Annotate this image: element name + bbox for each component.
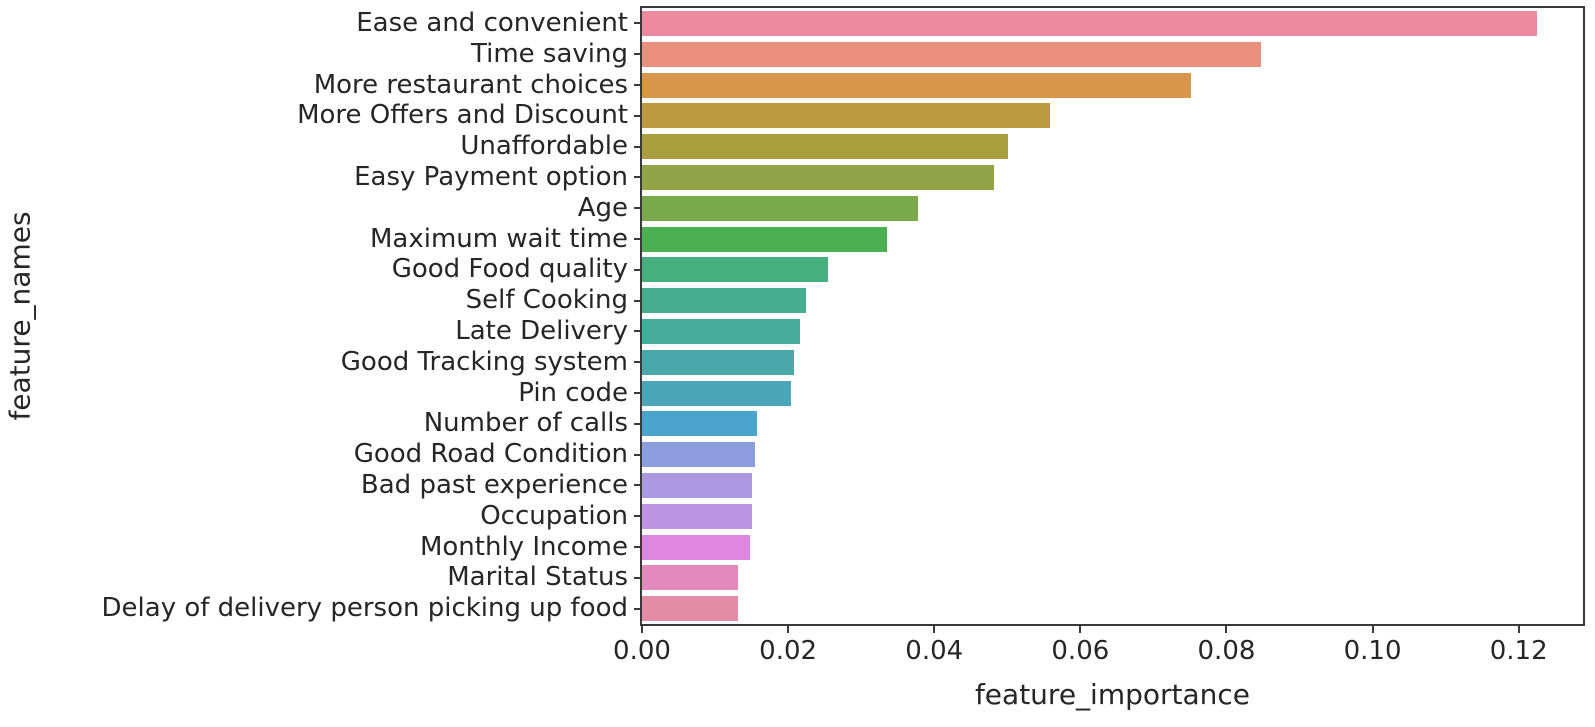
x-tick-label: 0.10 — [1343, 636, 1402, 666]
y-tick-label: Good Tracking system — [340, 346, 628, 377]
y-tick-label: Age — [577, 192, 628, 223]
y-tick-mark — [634, 238, 642, 240]
x-tick-label: 0.06 — [1051, 636, 1110, 666]
y-tick-label: More restaurant choices — [313, 69, 628, 100]
bar — [642, 288, 806, 314]
y-tick-label: Monthly Income — [419, 531, 628, 562]
y-tick-mark — [634, 207, 642, 210]
bar — [642, 349, 794, 375]
y-tick-label: Easy Payment option — [354, 161, 628, 192]
x-tick-mark — [787, 624, 790, 633]
bar — [642, 503, 752, 529]
bar — [642, 411, 758, 437]
y-tick-label: Maximum wait time — [370, 223, 628, 254]
y-tick-mark — [634, 114, 642, 117]
bar — [642, 534, 751, 560]
bar — [642, 72, 1192, 98]
bar — [642, 318, 800, 344]
y-tick-mark — [634, 176, 642, 179]
bar — [642, 472, 753, 498]
x-tick-label: 0.02 — [759, 636, 818, 666]
y-tick-mark — [634, 145, 642, 148]
x-tick-mark — [641, 624, 643, 633]
y-tick-mark — [634, 361, 642, 364]
y-tick-mark — [634, 330, 642, 333]
y-tick-label: Delay of delivery person picking up food — [101, 593, 628, 624]
y-tick-mark — [634, 453, 642, 456]
y-tick-label: Ease and convenient — [356, 7, 628, 38]
y-tick-label: Number of calls — [423, 408, 628, 439]
bar — [642, 41, 1261, 67]
y-tick-mark — [634, 546, 642, 548]
y-tick-mark — [634, 268, 642, 271]
y-tick-mark — [634, 422, 642, 425]
bar — [642, 380, 792, 406]
y-tick-label: Good Road Condition — [353, 439, 628, 470]
y-tick-label: Pin code — [518, 377, 628, 408]
y-tick-mark — [634, 22, 642, 25]
x-tick-label: 0.04 — [905, 636, 964, 666]
y-tick-mark — [634, 484, 642, 487]
y-tick-mark — [634, 392, 642, 394]
x-tick-mark — [1079, 624, 1082, 633]
y-tick-mark — [634, 53, 642, 56]
bar — [642, 195, 919, 221]
bar — [642, 565, 738, 591]
y-tick-label: Unaffordable — [460, 131, 628, 162]
plot-area — [640, 6, 1585, 626]
y-tick-mark — [634, 607, 642, 610]
bar — [642, 164, 995, 190]
bar — [642, 442, 756, 468]
x-tick-mark — [1371, 624, 1374, 633]
y-tick-label: More Offers and Discount — [297, 100, 628, 131]
y-tick-label: Self Cooking — [465, 285, 628, 316]
y-tick-label: Marital Status — [447, 562, 628, 593]
y-tick-mark — [634, 299, 642, 302]
bar — [642, 103, 1050, 129]
y-tick-label: Good Food quality — [391, 254, 628, 285]
y-tick-label: Time saving — [471, 38, 628, 69]
bar — [642, 10, 1537, 36]
y-tick-label: Bad past experience — [360, 469, 628, 500]
x-tick-label: 0.12 — [1489, 636, 1548, 666]
bar — [642, 134, 1009, 160]
x-axis-label: feature_importance — [974, 678, 1251, 711]
bar — [642, 226, 887, 252]
x-tick-mark — [1225, 624, 1228, 633]
y-tick-mark — [634, 515, 642, 518]
y-tick-mark — [634, 576, 642, 579]
y-tick-mark — [634, 84, 642, 86]
y-tick-label: Occupation — [480, 500, 628, 531]
x-tick-mark — [933, 624, 936, 633]
x-tick-label: 0.00 — [613, 636, 671, 666]
bar — [642, 257, 829, 283]
x-tick-mark — [1517, 624, 1520, 633]
x-tick-label: 0.08 — [1197, 636, 1256, 666]
bar — [642, 596, 739, 622]
y-tick-label: Late Delivery — [455, 315, 628, 346]
